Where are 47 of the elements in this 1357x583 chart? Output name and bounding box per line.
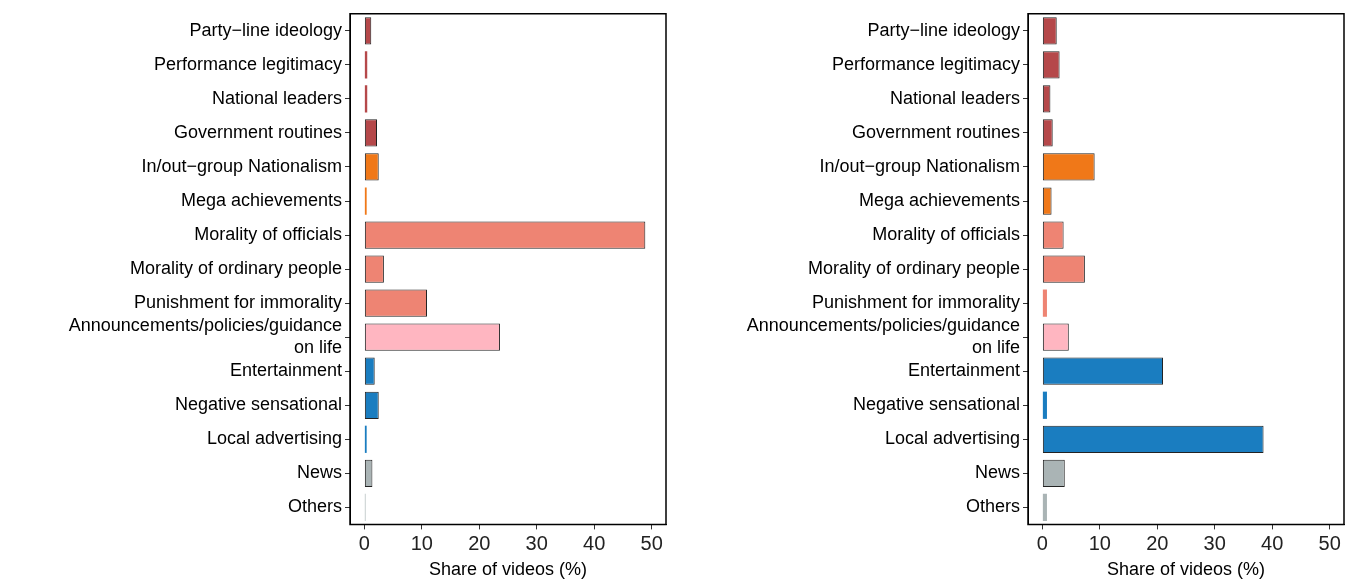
y-tick-label: Morality of ordinary people xyxy=(129,258,342,279)
x-tick-label: 0 xyxy=(358,531,370,554)
y-tick-label: Mega achievements xyxy=(180,189,342,210)
y-tick-label: Government routines xyxy=(173,121,342,142)
y-tick-label: Negative sensational xyxy=(852,394,1020,415)
x-axis-title: Share of videos (%) xyxy=(428,559,588,580)
y-tick-label: National leaders xyxy=(211,87,342,108)
y-tick-label: Entertainment xyxy=(229,360,342,381)
y-tick-label: Entertainment xyxy=(907,360,1020,381)
y-tick-label: News xyxy=(974,462,1020,483)
x-tick-label: 50 xyxy=(640,531,663,554)
y-tick-label: Party−line ideology xyxy=(189,19,342,40)
y-tick-label: Morality of officials xyxy=(872,224,1020,245)
y-tick-label: Performance legitimacy xyxy=(153,53,342,74)
x-axis-title: Share of videos (%) xyxy=(1106,559,1266,580)
y-tick-label: In/out−group Nationalism xyxy=(819,155,1020,176)
x-tick-label: 10 xyxy=(1088,531,1111,554)
x-tick-label: 20 xyxy=(1146,531,1169,554)
y-tick-label: Announcements/policies/guidance on life xyxy=(746,315,1020,357)
y-tick-label: Local advertising xyxy=(884,428,1020,449)
y-tick-label: Punishment for immorality xyxy=(811,292,1020,313)
y-tick-label: Mega achievements xyxy=(858,189,1020,210)
x-tick-label: 20 xyxy=(468,531,491,554)
x-tick-label: 10 xyxy=(410,531,433,554)
y-tick-label: Punishment for immorality xyxy=(133,292,342,313)
x-tick-label: 30 xyxy=(525,531,548,554)
y-tick-label: Morality of ordinary people xyxy=(807,258,1020,279)
x-tick-label: 30 xyxy=(1203,531,1226,554)
y-tick-label: Local advertising xyxy=(206,428,342,449)
x-tick-label: 40 xyxy=(1261,531,1284,554)
x-tick-label: 50 xyxy=(1318,531,1341,554)
y-tick-label: Others xyxy=(287,496,342,517)
y-tick-label: Party−line ideology xyxy=(867,19,1020,40)
y-tick-label: Others xyxy=(965,496,1020,517)
x-tick-label: 40 xyxy=(583,531,606,554)
y-tick-label: Announcements/policies/guidance on life xyxy=(68,315,342,357)
y-tick-label: Government routines xyxy=(851,121,1020,142)
bar xyxy=(1042,391,1047,419)
bar xyxy=(1042,493,1047,521)
y-tick-label: In/out−group Nationalism xyxy=(141,155,342,176)
y-tick-label: Performance legitimacy xyxy=(831,53,1020,74)
y-tick-label: Negative sensational xyxy=(174,394,342,415)
y-tick-label: Morality of officials xyxy=(194,224,342,245)
y-tick-label: News xyxy=(296,462,342,483)
y-tick-label: National leaders xyxy=(889,87,1020,108)
x-tick-label: 0 xyxy=(1036,531,1048,554)
bar xyxy=(1042,289,1047,317)
